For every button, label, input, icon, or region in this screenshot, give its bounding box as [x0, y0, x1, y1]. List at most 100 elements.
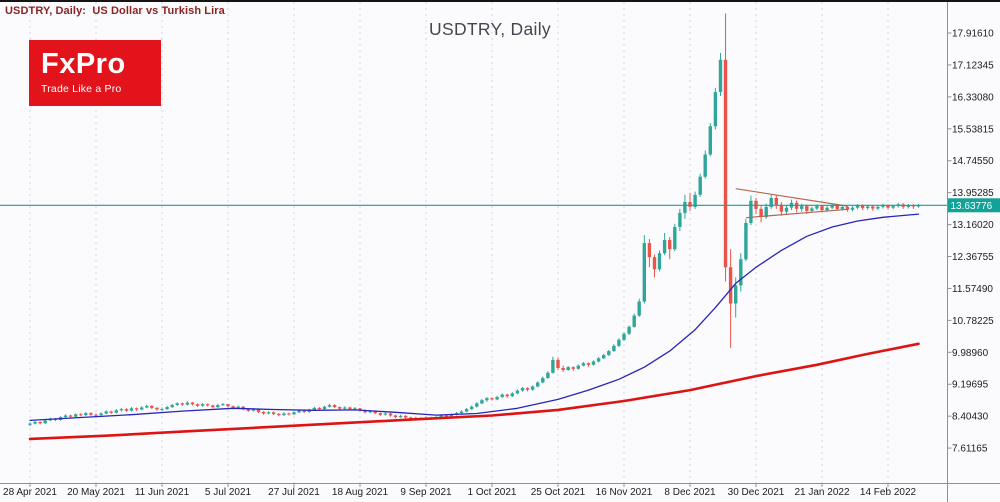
candle-body	[805, 206, 809, 211]
triangle-pattern-line	[745, 208, 848, 219]
price-axis-label[interactable]: 12.36755	[952, 252, 994, 263]
candle-body	[140, 407, 144, 410]
candle-body	[216, 405, 220, 408]
candle-body	[312, 407, 316, 410]
candle-body	[89, 413, 93, 415]
price-axis-label[interactable]: 8.40430	[952, 412, 989, 423]
date-axis-label[interactable]: 8 Dec 2021	[664, 487, 716, 498]
candle-body	[338, 407, 342, 409]
price-axis-label[interactable]: 9.98960	[952, 348, 989, 359]
date-axis-label[interactable]: 27 Jul 2021	[268, 487, 320, 498]
candle-body	[221, 404, 225, 406]
candle-body	[94, 414, 98, 416]
candle-body	[251, 409, 256, 411]
slow-ma-line	[28, 342, 920, 441]
candle-body	[226, 404, 230, 407]
date-axis-label[interactable]: 16 Nov 2021	[596, 487, 653, 498]
price-axis-label[interactable]: 17.12345	[952, 60, 994, 71]
candle-body	[703, 154, 707, 177]
candle-body	[749, 200, 753, 223]
candle-body	[68, 415, 73, 417]
candle-body	[779, 204, 784, 212]
candle-body	[860, 205, 865, 209]
price-axis-label[interactable]: 13.95285	[952, 188, 994, 199]
candle-body	[657, 253, 662, 270]
candle-body	[124, 409, 129, 411]
candle-body	[698, 176, 702, 195]
candle-body	[180, 403, 184, 405]
candle-body	[734, 285, 738, 304]
candle-body	[642, 243, 646, 302]
candle-body	[256, 409, 261, 412]
candle-body	[368, 411, 372, 413]
candle-body	[129, 408, 134, 411]
price-axis-label[interactable]: 11.57490	[952, 284, 993, 295]
candle-body	[165, 407, 169, 410]
candle-body	[845, 206, 850, 210]
date-axis-label[interactable]: 20 May 2021	[67, 487, 125, 498]
candle-body	[800, 206, 804, 209]
candle-body	[586, 363, 591, 365]
price-axis-label[interactable]: 7.61165	[952, 444, 988, 455]
candle-body	[343, 407, 347, 409]
candle-body	[185, 402, 190, 405]
date-axis-label[interactable]: 28 Apr 2021	[3, 487, 57, 498]
candle-body	[566, 367, 570, 370]
candle-body	[145, 405, 149, 408]
candle-body	[607, 351, 611, 356]
candle-body	[195, 404, 200, 406]
date-axis-label[interactable]: 30 Dec 2021	[728, 487, 785, 498]
candle-body	[485, 398, 489, 401]
price-axis-label[interactable]: 9.19695	[952, 380, 989, 391]
candle-body	[211, 405, 215, 408]
candle-body	[150, 405, 154, 408]
candle-body	[688, 202, 692, 207]
candle-body	[170, 405, 174, 408]
candle-body	[393, 415, 398, 418]
price-axis-label[interactable]: 17.91610	[952, 29, 994, 40]
candle-body	[866, 206, 870, 209]
candle-body	[906, 205, 910, 207]
candle-body	[596, 358, 601, 362]
price-axis-label[interactable]: 15.53815	[952, 124, 994, 135]
candle-body	[317, 407, 322, 410]
candle-body	[444, 415, 448, 417]
date-axis-label[interactable]: 25 Oct 2021	[531, 487, 586, 498]
candle-body	[190, 402, 195, 405]
candle-body	[744, 223, 748, 260]
candle-body	[855, 205, 860, 208]
price-axis-label[interactable]: 16.33080	[952, 92, 994, 103]
candle-body	[28, 423, 32, 425]
candle-body	[871, 206, 875, 209]
candle-body	[272, 412, 276, 414]
candle-body	[571, 367, 575, 369]
current-price-tag-label: 13.63776	[951, 201, 993, 212]
date-axis-label[interactable]: 18 Aug 2021	[332, 487, 389, 498]
candle-body	[109, 411, 113, 413]
price-axis-label[interactable]: 14.74550	[952, 156, 994, 167]
candle-body	[739, 259, 743, 286]
candle-body	[175, 403, 179, 405]
candle-body	[647, 243, 652, 258]
date-axis-label[interactable]: 21 Jan 2022	[794, 487, 849, 498]
candle-body	[581, 363, 586, 366]
price-axis-label[interactable]: 10.78225	[952, 316, 994, 327]
candle-body	[881, 205, 885, 207]
candle-body	[723, 59, 728, 268]
candle-body	[439, 415, 443, 418]
date-axis-label[interactable]: 5 Jul 2021	[205, 487, 252, 498]
candle-body	[63, 415, 68, 418]
candle-body	[617, 339, 621, 346]
candle-body	[490, 398, 494, 400]
date-axis-label[interactable]: 9 Sep 2021	[400, 487, 452, 498]
candle-body	[505, 394, 509, 397]
date-axis-label[interactable]: 11 Jun 2021	[135, 487, 190, 498]
candle-body	[358, 408, 362, 411]
price-axis-label[interactable]: 13.16020	[952, 220, 994, 231]
date-axis-label[interactable]: 14 Feb 2022	[860, 487, 917, 498]
triangle-pattern-line	[735, 188, 848, 207]
date-axis-label[interactable]: 1 Oct 2021	[468, 487, 517, 498]
candle-body	[327, 405, 332, 407]
